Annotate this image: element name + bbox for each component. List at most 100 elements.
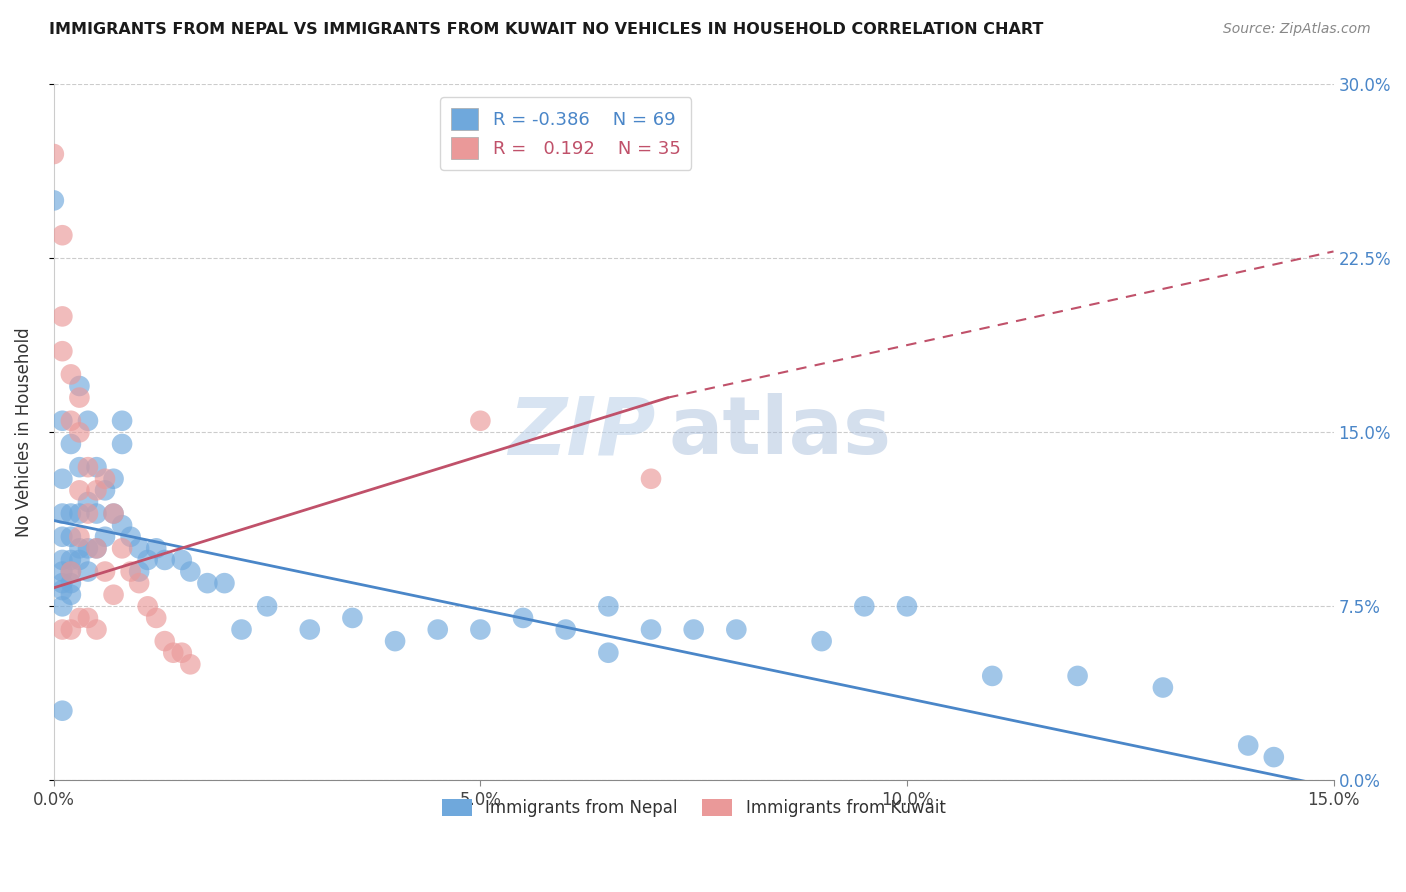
Point bbox=[128, 541, 150, 556]
Point bbox=[554, 623, 576, 637]
Point bbox=[59, 623, 82, 637]
Point bbox=[111, 518, 134, 533]
Point bbox=[179, 565, 201, 579]
Point bbox=[426, 623, 449, 637]
Point bbox=[170, 553, 193, 567]
Point bbox=[120, 565, 142, 579]
Point bbox=[86, 541, 108, 556]
Point bbox=[94, 530, 117, 544]
Point bbox=[51, 530, 73, 544]
Text: Source: ZipAtlas.com: Source: ZipAtlas.com bbox=[1223, 22, 1371, 37]
Point bbox=[51, 583, 73, 598]
Point bbox=[77, 541, 100, 556]
Point bbox=[512, 611, 534, 625]
Point bbox=[725, 623, 748, 637]
Point bbox=[67, 541, 90, 556]
Point bbox=[136, 553, 159, 567]
Point bbox=[59, 588, 82, 602]
Point bbox=[51, 344, 73, 359]
Point bbox=[94, 472, 117, 486]
Point bbox=[896, 599, 918, 614]
Point bbox=[1152, 681, 1174, 695]
Point bbox=[77, 460, 100, 475]
Point bbox=[86, 460, 108, 475]
Point bbox=[51, 507, 73, 521]
Point bbox=[59, 576, 82, 591]
Point bbox=[86, 507, 108, 521]
Point bbox=[67, 379, 90, 393]
Point bbox=[51, 704, 73, 718]
Point bbox=[145, 611, 167, 625]
Point bbox=[1066, 669, 1088, 683]
Y-axis label: No Vehicles in Household: No Vehicles in Household bbox=[15, 327, 32, 537]
Point bbox=[470, 414, 492, 428]
Point bbox=[598, 599, 620, 614]
Point bbox=[67, 483, 90, 498]
Point bbox=[51, 553, 73, 567]
Point bbox=[853, 599, 876, 614]
Point bbox=[51, 576, 73, 591]
Point bbox=[77, 565, 100, 579]
Point bbox=[77, 414, 100, 428]
Point bbox=[67, 530, 90, 544]
Point bbox=[51, 414, 73, 428]
Point bbox=[153, 634, 176, 648]
Point bbox=[103, 472, 125, 486]
Point bbox=[51, 623, 73, 637]
Point bbox=[67, 425, 90, 440]
Point bbox=[86, 623, 108, 637]
Point bbox=[59, 507, 82, 521]
Point bbox=[94, 483, 117, 498]
Point bbox=[342, 611, 364, 625]
Point bbox=[598, 646, 620, 660]
Point bbox=[59, 565, 82, 579]
Point bbox=[67, 553, 90, 567]
Text: IMMIGRANTS FROM NEPAL VS IMMIGRANTS FROM KUWAIT NO VEHICLES IN HOUSEHOLD CORRELA: IMMIGRANTS FROM NEPAL VS IMMIGRANTS FROM… bbox=[49, 22, 1043, 37]
Legend: Immigrants from Nepal, Immigrants from Kuwait: Immigrants from Nepal, Immigrants from K… bbox=[434, 793, 952, 824]
Point bbox=[59, 530, 82, 544]
Point bbox=[162, 646, 184, 660]
Point bbox=[103, 507, 125, 521]
Point bbox=[111, 414, 134, 428]
Point bbox=[67, 507, 90, 521]
Point bbox=[42, 147, 65, 161]
Point bbox=[1237, 739, 1260, 753]
Point bbox=[51, 565, 73, 579]
Point bbox=[59, 414, 82, 428]
Point bbox=[51, 599, 73, 614]
Point bbox=[59, 553, 82, 567]
Point bbox=[86, 541, 108, 556]
Point bbox=[145, 541, 167, 556]
Point bbox=[470, 623, 492, 637]
Point bbox=[67, 611, 90, 625]
Point bbox=[153, 553, 176, 567]
Point bbox=[42, 194, 65, 208]
Point bbox=[128, 565, 150, 579]
Point bbox=[231, 623, 253, 637]
Point bbox=[179, 657, 201, 672]
Point bbox=[214, 576, 236, 591]
Point bbox=[111, 541, 134, 556]
Text: ZIP: ZIP bbox=[508, 393, 655, 471]
Point bbox=[136, 599, 159, 614]
Point bbox=[67, 391, 90, 405]
Point bbox=[1263, 750, 1285, 764]
Point bbox=[86, 483, 108, 498]
Point bbox=[120, 530, 142, 544]
Point bbox=[298, 623, 321, 637]
Point bbox=[128, 576, 150, 591]
Point bbox=[59, 437, 82, 451]
Point bbox=[810, 634, 832, 648]
Point bbox=[981, 669, 1004, 683]
Point bbox=[103, 507, 125, 521]
Point bbox=[640, 472, 662, 486]
Point bbox=[51, 310, 73, 324]
Point bbox=[77, 507, 100, 521]
Point bbox=[197, 576, 219, 591]
Point bbox=[111, 437, 134, 451]
Point bbox=[77, 495, 100, 509]
Point bbox=[256, 599, 278, 614]
Point bbox=[51, 228, 73, 243]
Point bbox=[59, 565, 82, 579]
Point bbox=[103, 588, 125, 602]
